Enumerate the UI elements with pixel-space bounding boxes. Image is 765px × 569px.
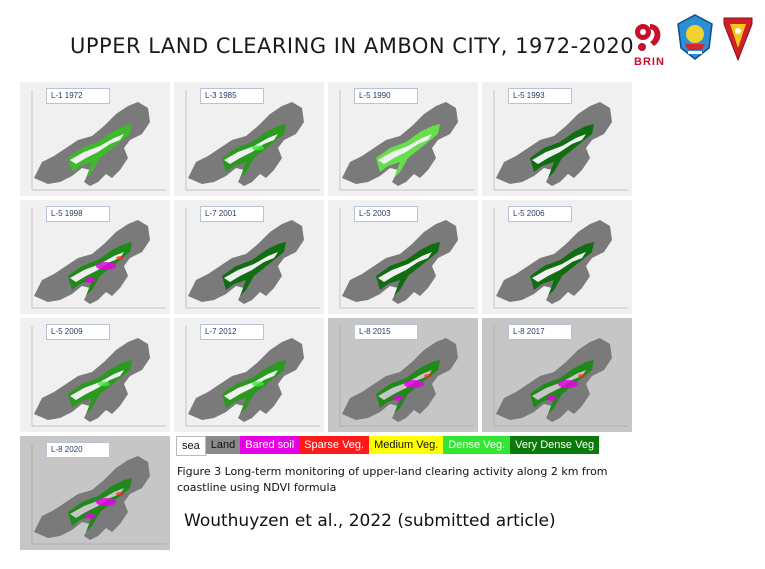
logo-group: BRIN — [632, 14, 757, 74]
panel-label: L-8 2020 — [46, 442, 110, 458]
land-cover-map — [339, 208, 474, 309]
panel-label: L-5 1993 — [508, 88, 572, 104]
legend-item-medium-veg: Medium Veg. — [369, 436, 444, 454]
map-panel: L-1 1972 — [20, 82, 170, 196]
map-panel: L-5 1993 — [482, 82, 632, 196]
panel-label: L-7 2012 — [200, 324, 264, 340]
map-panel: L-5 2006 — [482, 200, 632, 314]
land-cover-map — [493, 90, 628, 191]
maluku-emblem-icon — [723, 17, 753, 62]
map-panel: L-3 1985 — [174, 82, 324, 196]
land-cover-map — [185, 208, 320, 309]
map-panel: L-5 2009 — [20, 318, 170, 432]
citation: Wouthuyzen et al., 2022 (submitted artic… — [184, 511, 556, 531]
panel-label: L-5 2003 — [354, 206, 418, 222]
legend-item-sparse-veg: Sparse Veg. — [299, 436, 370, 454]
panel-label: L-8 2017 — [508, 324, 572, 340]
panel-label: L-7 2001 — [200, 206, 264, 222]
ambon-crest-icon — [677, 14, 713, 60]
brin-logo-icon — [635, 24, 661, 51]
brin-logo-text: BRIN — [634, 56, 665, 68]
land-cover-map — [185, 90, 320, 191]
panel-label: L-5 1990 — [354, 88, 418, 104]
map-panel: L-8 2020 — [20, 436, 170, 550]
legend-item-sea: sea — [176, 436, 206, 456]
land-cover-map — [31, 444, 166, 545]
legend-item-very-dense-veg: Very Dense Veg — [510, 436, 600, 454]
legend-item-land: Land — [205, 436, 241, 454]
land-cover-map — [185, 326, 320, 427]
panel-label: L-5 2009 — [46, 324, 110, 340]
legend-item-dense-veg: Dense Veg. — [443, 436, 511, 454]
legend-item-bared-soil: Bared soil — [240, 436, 300, 454]
land-cover-map — [31, 90, 166, 191]
land-cover-map — [339, 326, 474, 427]
map-panel: L-7 2001 — [174, 200, 324, 314]
map-panel: L-8 2015 — [328, 318, 478, 432]
panel-label: L-5 1998 — [46, 206, 110, 222]
figure-caption: Figure 3 Long-term monitoring of upper-l… — [177, 465, 608, 494]
map-panel: L-7 2012 — [174, 318, 324, 432]
land-cover-map — [31, 326, 166, 427]
panel-label: L-1 1972 — [46, 88, 110, 104]
panel-label: L-5 2006 — [508, 206, 572, 222]
map-panel: L-5 1998 — [20, 200, 170, 314]
map-panel: L-8 2017 — [482, 318, 632, 432]
map-panel: L-5 1990 — [328, 82, 478, 196]
slide-title: UPPER LAND CLEARING IN AMBON CITY, 1972-… — [70, 34, 635, 58]
land-cover-legend: sea Land Bared soil Sparse Veg. Medium V… — [176, 436, 600, 456]
panel-label: L-3 1985 — [200, 88, 264, 104]
land-cover-map — [31, 208, 166, 309]
land-cover-map — [493, 326, 628, 427]
panel-label: L-8 2015 — [354, 324, 418, 340]
map-panel: L-5 2003 — [328, 200, 478, 314]
land-cover-map — [493, 208, 628, 309]
land-cover-map — [339, 90, 474, 191]
